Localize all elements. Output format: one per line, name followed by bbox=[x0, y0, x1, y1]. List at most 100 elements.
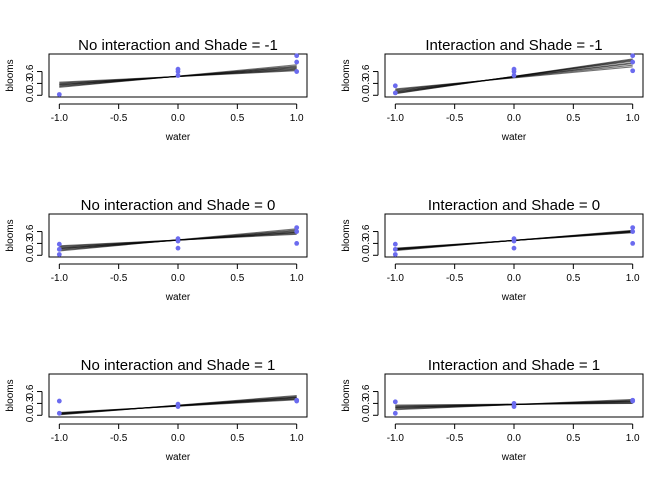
x-tick-label: -1.0 bbox=[51, 433, 69, 444]
plot-frame bbox=[48, 373, 308, 418]
y-axis-label: blooms bbox=[5, 379, 16, 411]
panel: No interaction and Shade = -1 -1.0 -0.5 0.0… bbox=[5, 37, 308, 143]
panel: Interaction and Shade = -1 -1.0 -0.5 0.0 0.5… bbox=[341, 37, 644, 143]
x-tick-label: -0.5 bbox=[110, 113, 128, 124]
x-tick-label: -1.0 bbox=[387, 113, 405, 124]
data-point bbox=[56, 92, 62, 97]
panel: Interaction and Shade = 0 -1.0 -0.5 0.0 0.5 1… bbox=[341, 197, 644, 303]
x-tick-label: 1.0 bbox=[626, 433, 640, 444]
data-point bbox=[392, 252, 398, 257]
data-point bbox=[392, 410, 398, 416]
x-axis-label: water bbox=[165, 132, 191, 143]
y-axis-label: blooms bbox=[341, 379, 352, 411]
y-tick-label: 0.6 bbox=[25, 64, 36, 78]
data-point bbox=[56, 246, 62, 252]
x-tick-label: -1.0 bbox=[51, 113, 69, 124]
chart-title: No interaction and Shade = -1 bbox=[78, 37, 278, 54]
x-axis-label: water bbox=[501, 292, 527, 303]
y-tick-label: 0.6 bbox=[25, 224, 36, 238]
y-axis-label: blooms bbox=[5, 219, 16, 251]
y-tick-label: 0.3 bbox=[361, 236, 372, 250]
y-axis-label: blooms bbox=[341, 59, 352, 91]
y-tick-label: 0.0 bbox=[361, 408, 372, 422]
x-tick-label: 0.0 bbox=[171, 433, 185, 444]
data-point bbox=[294, 398, 300, 404]
y-tick-label: 0.6 bbox=[361, 384, 372, 398]
x-tick-label: 1.0 bbox=[626, 273, 640, 284]
data-point bbox=[175, 69, 181, 74]
y-tick-label: 0.3 bbox=[25, 396, 36, 410]
data-point bbox=[392, 83, 398, 89]
x-tick-label: -1.0 bbox=[51, 273, 69, 284]
data-point bbox=[56, 410, 62, 416]
x-tick-label: -0.5 bbox=[446, 433, 464, 444]
x-tick-label: 0.5 bbox=[230, 433, 244, 444]
data-point bbox=[392, 246, 398, 252]
y-tick-label: 0.3 bbox=[25, 76, 36, 90]
y-tick-label: 0.0 bbox=[361, 88, 372, 102]
x-tick-label: 0.0 bbox=[171, 113, 185, 124]
data-point bbox=[294, 53, 300, 59]
data-point bbox=[294, 241, 300, 246]
x-tick-label: 0.5 bbox=[566, 113, 580, 124]
x-axis-label: water bbox=[165, 292, 191, 303]
x-tick-label: 1.0 bbox=[290, 433, 304, 444]
data-point bbox=[175, 404, 181, 409]
x-tick-label: -0.5 bbox=[110, 433, 128, 444]
x-tick-label: -1.0 bbox=[387, 273, 405, 284]
x-tick-label: 0.0 bbox=[507, 273, 521, 284]
data-point bbox=[511, 245, 517, 251]
data-point bbox=[511, 69, 517, 74]
data-point bbox=[511, 404, 517, 409]
x-tick-label: -1.0 bbox=[387, 433, 405, 444]
y-tick-label: 0.0 bbox=[25, 248, 36, 262]
panel: No interaction and Shade = 0-1.0 -0.5 0.0 0… bbox=[5, 197, 308, 303]
plot-frame bbox=[384, 53, 644, 98]
data-point bbox=[175, 245, 181, 251]
plot-frame bbox=[48, 213, 308, 258]
x-tick-label: 1.0 bbox=[626, 113, 640, 124]
data-point bbox=[630, 68, 636, 74]
y-tick-label: 0.0 bbox=[361, 248, 372, 262]
y-tick-label: 0.0 bbox=[25, 408, 36, 422]
x-tick-label: 0.5 bbox=[566, 433, 580, 444]
panel: Interaction and Shade = 1 -1.0 -0.5 0.0 0.5 1… bbox=[341, 357, 644, 463]
data-point bbox=[392, 90, 398, 96]
y-axis-label: blooms bbox=[5, 59, 16, 91]
plot-frame bbox=[48, 53, 308, 98]
y-tick-label: 0.6 bbox=[361, 64, 372, 78]
data-point bbox=[294, 59, 300, 65]
x-tick-label: 1.0 bbox=[290, 113, 304, 124]
data-point bbox=[392, 399, 398, 405]
y-tick-label: 0.3 bbox=[361, 396, 372, 410]
y-tick-label: 0.6 bbox=[361, 224, 372, 238]
x-tick-label: 0.0 bbox=[507, 113, 521, 124]
data-point bbox=[511, 73, 517, 78]
y-tick-label: 0.3 bbox=[25, 236, 36, 250]
chart-title: Interaction and Shade = -1 bbox=[425, 37, 602, 54]
x-tick-label: 0.0 bbox=[507, 433, 521, 444]
x-tick-label: 0.5 bbox=[230, 113, 244, 124]
x-tick-label: 1.0 bbox=[290, 273, 304, 284]
y-tick-label: 0.0 bbox=[25, 88, 36, 102]
data-point bbox=[56, 241, 62, 247]
data-point bbox=[56, 252, 62, 257]
x-tick-label: 0.0 bbox=[171, 273, 185, 284]
plot-frame bbox=[384, 213, 644, 258]
x-axis-label: water bbox=[501, 452, 527, 463]
data-point bbox=[630, 241, 636, 246]
data-point bbox=[630, 53, 636, 59]
x-tick-label: 0.5 bbox=[230, 273, 244, 284]
x-tick-label: 0.5 bbox=[566, 273, 580, 284]
y-axis-label: blooms bbox=[341, 219, 352, 251]
y-tick-label: 0.6 bbox=[25, 384, 36, 398]
chart-title: No interaction and Shade = 0 bbox=[81, 197, 276, 214]
chart-title: Interaction and Shade = 0 bbox=[428, 197, 600, 214]
data-point bbox=[56, 398, 62, 404]
chart-title: No interaction and Shade = 1 bbox=[81, 357, 276, 374]
data-point bbox=[630, 59, 636, 65]
data-point bbox=[294, 69, 300, 74]
chart-title: Interaction and Shade = 1 bbox=[428, 357, 600, 374]
data-point bbox=[294, 229, 300, 234]
